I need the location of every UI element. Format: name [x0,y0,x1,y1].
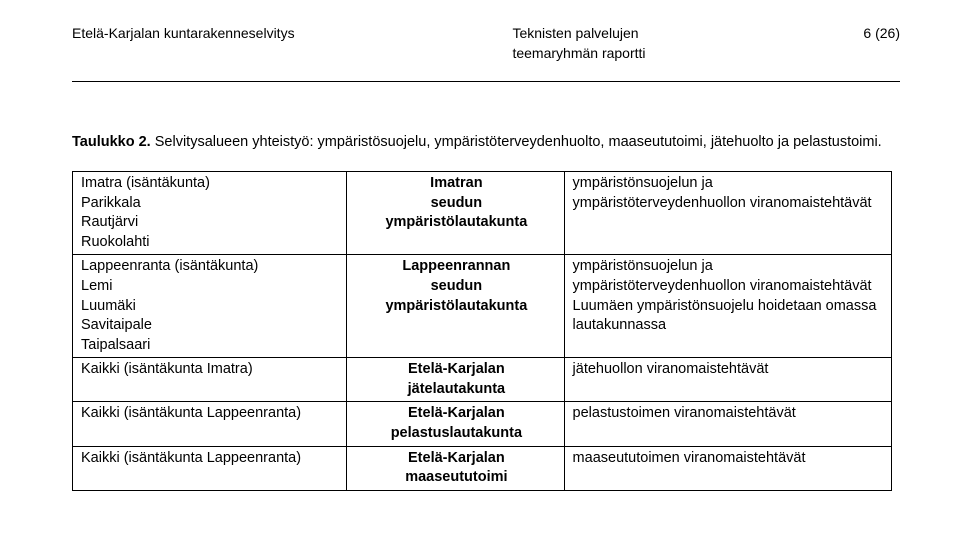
body-line: pelastuslautakunta [391,425,522,441]
header-right: 6 (26) [863,24,900,63]
group-line: Luumäki [81,298,136,314]
cell-group: Lappeenranta (isäntäkunta) Lemi Luumäki Sav… [73,255,347,358]
group-line: Imatra (isäntäkunta) [81,175,210,191]
table-row: Kaikki (isäntäkunta Imatra) Etelä-Karjala… [73,358,892,402]
cell-group: Kaikki (isäntäkunta Imatra) [73,358,347,402]
page-header: Etelä-Karjalan kuntarakenneselvitys Tekn… [72,24,900,82]
cell-body: Lappeenrannan seudun ympäristölautakunta [347,255,564,358]
body-line: seudun [431,195,483,211]
group-line: Parikkala [81,195,141,211]
header-rule [72,81,900,82]
body-line: Etelä-Karjalan [408,405,505,421]
document-page: Etelä-Karjalan kuntarakenneselvitys Tekn… [0,0,960,536]
body-line: jätelautakunta [408,381,506,397]
group-line: Ruokolahti [81,234,150,250]
cell-group: Kaikki (isäntäkunta Lappeenranta) [73,446,347,490]
group-line: Kaikki (isäntäkunta Lappeenranta) [81,450,301,466]
header-center-line2: teemaryhmän raportti [512,45,645,61]
body-line: ympäristölautakunta [385,298,527,314]
header-spacer-1 [295,24,513,63]
cell-group: Kaikki (isäntäkunta Lappeenranta) [73,402,347,446]
body-line: ympäristölautakunta [385,214,527,230]
group-line: Kaikki (isäntäkunta Lappeenranta) [81,405,301,421]
desc-line: Luumäen ympäristönsuojelu hoidetaan omas… [573,298,877,334]
table-row: Kaikki (isäntäkunta Lappeenranta) Etelä-K… [73,446,892,490]
table-row: Imatra (isäntäkunta) Parikkala Rautjärvi Ru… [73,172,892,255]
group-line: Kaikki (isäntäkunta Imatra) [81,361,253,377]
main-table: Imatra (isäntäkunta) Parikkala Rautjärvi Ru… [72,171,892,490]
cell-desc: jätehuollon viranomaistehtävät [564,358,891,402]
table-body: Imatra (isäntäkunta) Parikkala Rautjärvi Ru… [73,172,892,490]
group-line: Lappeenranta (isäntäkunta) [81,258,258,274]
body-line: maaseututoimi [405,469,507,485]
table-row: Lappeenranta (isäntäkunta) Lemi Luumäki Sav… [73,255,892,358]
desc-line: maaseututoimen viranomaistehtävät [573,450,806,466]
desc-line: ympäristönsuojelun ja ympäristöterveyden… [573,175,872,211]
cell-desc: ympäristönsuojelun ja ympäristöterveyden… [564,172,891,255]
header-spacer-2 [646,24,864,63]
cell-body: Imatran seudun ympäristölautakunta [347,172,564,255]
group-line: Savitaipale [81,317,152,333]
table-caption: Taulukko 2. Selvitysalueen yhteistyö: ym… [72,132,892,153]
group-line: Lemi [81,278,112,294]
header-center-line1: Teknisten palvelujen [512,25,638,41]
desc-line: pelastustoimen viranomaistehtävät [573,405,796,421]
group-line: Rautjärvi [81,214,138,230]
body-line: Etelä-Karjalan [408,450,505,466]
cell-body: Etelä-Karjalan pelastuslautakunta [347,402,564,446]
cell-desc: maaseututoimen viranomaistehtävät [564,446,891,490]
body-line: seudun [431,278,483,294]
body-line: Etelä-Karjalan [408,361,505,377]
cell-desc: ympäristönsuojelun ja ympäristöterveyden… [564,255,891,358]
body-line: Lappeenrannan [402,258,510,274]
cell-desc: pelastustoimen viranomaistehtävät [564,402,891,446]
cell-body: Etelä-Karjalan maaseututoimi [347,446,564,490]
header-center: Teknisten palvelujen teemaryhmän raportt… [512,24,645,63]
cell-group: Imatra (isäntäkunta) Parikkala Rautjärvi Ru… [73,172,347,255]
caption-text: Selvitysalueen yhteistyö: ympäristösuoje… [151,134,882,150]
desc-line: ympäristönsuojelun ja ympäristöterveyden… [573,258,872,294]
desc-line: jätehuollon viranomaistehtävät [573,361,769,377]
caption-prefix: Taulukko 2. [72,134,151,150]
group-line: Taipalsaari [81,337,150,353]
body-line: Imatran [430,175,482,191]
header-row: Etelä-Karjalan kuntarakenneselvitys Tekn… [72,24,900,63]
cell-body: Etelä-Karjalan jätelautakunta [347,358,564,402]
table-row: Kaikki (isäntäkunta Lappeenranta) Etelä-K… [73,402,892,446]
header-left: Etelä-Karjalan kuntarakenneselvitys [72,24,295,63]
